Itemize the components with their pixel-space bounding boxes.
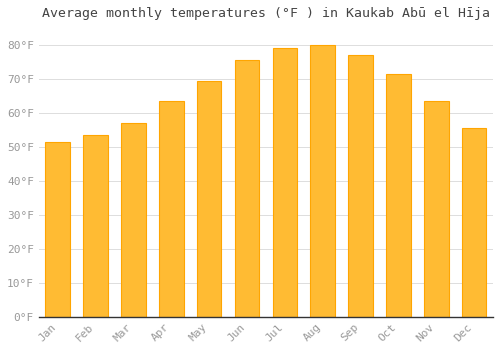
Title: Average monthly temperatures (°F ) in Kaukab Abū el Hīja: Average monthly temperatures (°F ) in Ka… <box>42 7 490 20</box>
Bar <box>386 74 410 317</box>
Bar <box>84 135 108 317</box>
Bar <box>234 60 260 317</box>
Bar <box>348 55 373 317</box>
Bar <box>424 101 448 317</box>
Bar <box>272 48 297 317</box>
Bar <box>462 128 486 317</box>
Bar <box>159 101 184 317</box>
Bar <box>310 45 335 317</box>
Bar <box>121 123 146 317</box>
Bar <box>46 142 70 317</box>
Bar <box>197 81 222 317</box>
